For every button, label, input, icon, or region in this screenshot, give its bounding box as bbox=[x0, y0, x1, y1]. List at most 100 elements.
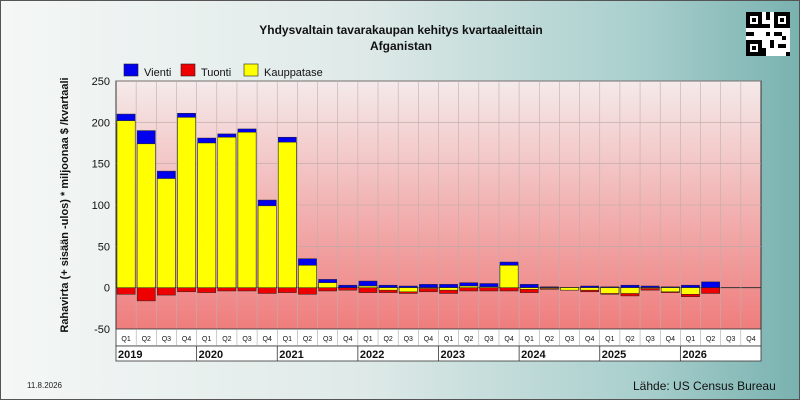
bar-kauppatase bbox=[620, 287, 640, 294]
x-tick-label: Q4 bbox=[666, 336, 675, 343]
bar-tuonti bbox=[358, 287, 378, 293]
x-tick-label: Q3 bbox=[404, 336, 413, 343]
x-year-label: 2024 bbox=[521, 349, 546, 361]
bar-tuonti bbox=[237, 287, 257, 292]
x-tick-label: Q2 bbox=[706, 336, 715, 343]
bar-kauppatase bbox=[318, 282, 337, 288]
x-tick-label: Q2 bbox=[222, 336, 231, 343]
bar-tuonti bbox=[257, 287, 277, 294]
legend: Vienti Tuonti Kauppatase bbox=[123, 63, 323, 79]
bars-group bbox=[116, 112, 720, 302]
legend-swatch bbox=[123, 63, 139, 77]
bar-tuonti bbox=[278, 287, 297, 293]
y-tick-label: 250 bbox=[92, 76, 110, 88]
x-tick-label: Q4 bbox=[504, 336, 513, 343]
bar-kauppatase bbox=[116, 120, 136, 288]
x-year-label: 2022 bbox=[360, 349, 384, 361]
chart-subtitle: Afganistan bbox=[369, 39, 432, 53]
bar-tuonti bbox=[318, 287, 337, 292]
x-tick-label: Q1 bbox=[525, 336, 534, 343]
source-label: Lähde: US Census Bureau bbox=[633, 379, 776, 393]
bar-tuonti bbox=[157, 287, 176, 296]
bar-kauppatase bbox=[257, 205, 277, 288]
x-tick-label: Q4 bbox=[585, 336, 594, 343]
bar-kauppatase bbox=[157, 178, 176, 288]
bar-kauppatase bbox=[519, 287, 539, 290]
bar-vienti bbox=[620, 284, 640, 288]
bar-kauppatase bbox=[660, 287, 680, 293]
bar-tuonti bbox=[459, 287, 479, 292]
legend-swatch bbox=[243, 63, 259, 77]
x-tick-label: Q2 bbox=[303, 336, 312, 343]
bar-kauppatase bbox=[197, 142, 217, 288]
bar-tuonti bbox=[298, 287, 317, 295]
bar-tuonti bbox=[136, 287, 156, 302]
bar-vienti bbox=[378, 284, 398, 288]
x-tick-label: Q3 bbox=[726, 336, 735, 343]
x-tick-label: Q1 bbox=[283, 336, 292, 343]
x-year-label: 2026 bbox=[682, 349, 706, 361]
x-tick-label: Q2 bbox=[545, 336, 554, 343]
x-tick-label: Q3 bbox=[162, 336, 171, 343]
legend-label: Kauppatase bbox=[264, 67, 323, 79]
y-axis-ticks: -50 0 50 100 150 200 250 bbox=[92, 76, 110, 336]
bar-tuonti bbox=[701, 287, 720, 294]
bar-kauppatase bbox=[479, 286, 499, 288]
legend-label: Vienti bbox=[144, 67, 171, 79]
x-tick-label: Q1 bbox=[605, 336, 614, 343]
y-tick-label: 150 bbox=[92, 159, 110, 171]
bar-kauppatase bbox=[600, 287, 620, 294]
x-tick-label: Q1 bbox=[202, 336, 211, 343]
x-tick-label: Q2 bbox=[464, 336, 473, 343]
bar-tuonti bbox=[177, 287, 196, 293]
x-year-label: 2019 bbox=[118, 349, 142, 361]
date-stamp: 11.8.2026 bbox=[27, 381, 62, 390]
y-tick-label: -50 bbox=[94, 324, 110, 336]
bar-kauppatase bbox=[419, 287, 438, 289]
bar-kauppatase bbox=[358, 285, 378, 288]
y-tick-label: 200 bbox=[92, 117, 110, 129]
bar-vienti bbox=[338, 284, 358, 288]
bar-kauppatase bbox=[398, 287, 418, 293]
bar-kauppatase bbox=[237, 132, 257, 288]
legend-swatch bbox=[180, 63, 196, 77]
bar-kauppatase bbox=[540, 287, 559, 289]
bar-vienti bbox=[439, 284, 458, 288]
bar-vienti bbox=[419, 284, 438, 288]
bar-tuonti bbox=[338, 287, 358, 291]
bar-kauppatase bbox=[378, 287, 398, 291]
x-tick-label: Q4 bbox=[746, 336, 755, 343]
x-tick-label: Q1 bbox=[444, 336, 453, 343]
qr-code-icon[interactable] bbox=[746, 12, 790, 56]
bar-tuonti bbox=[197, 287, 217, 293]
x-tick-label: Q1 bbox=[121, 336, 130, 343]
y-tick-label: 0 bbox=[104, 283, 110, 295]
x-axis: Q1 Q2 Q3 Q4 Q1 Q2 Q3 Q4 Q1 Q2 Q3 Q4 Q1 Q2 Q3 Q4 Q1 Q2 Q3 Q4… bbox=[115, 328, 762, 362]
x-year-label: 2020 bbox=[199, 349, 223, 361]
y-tick-label: 100 bbox=[92, 200, 110, 212]
bar-kauppatase bbox=[278, 141, 297, 288]
bar-kauppatase bbox=[580, 287, 599, 291]
x-tick-label: Q2 bbox=[383, 336, 392, 343]
bar-kauppatase bbox=[560, 287, 579, 291]
bar-vienti bbox=[681, 284, 700, 288]
bar-tuonti bbox=[499, 287, 519, 292]
bar-vienti bbox=[519, 284, 539, 288]
bar-kauppatase bbox=[499, 265, 519, 288]
bar-kauppatase bbox=[136, 143, 156, 288]
x-year-label: 2021 bbox=[279, 349, 303, 361]
y-axis-label: Rahavirta (+ sisään -ulos) * miljoonaa $… bbox=[59, 77, 71, 332]
bar-vienti bbox=[701, 281, 720, 288]
x-tick-label: Q4 bbox=[263, 336, 272, 343]
bar-kauppatase bbox=[217, 136, 237, 288]
x-tick-label: Q4 bbox=[343, 336, 352, 343]
bar-kauppatase bbox=[459, 285, 479, 288]
x-year-label: 2025 bbox=[602, 349, 626, 361]
legend-label: Tuonti bbox=[201, 67, 231, 79]
x-tick-label: Q1 bbox=[686, 336, 695, 343]
x-tick-label: Q1 bbox=[363, 336, 372, 343]
x-tick-label: Q2 bbox=[625, 336, 634, 343]
x-tick-label: Q2 bbox=[142, 336, 151, 343]
